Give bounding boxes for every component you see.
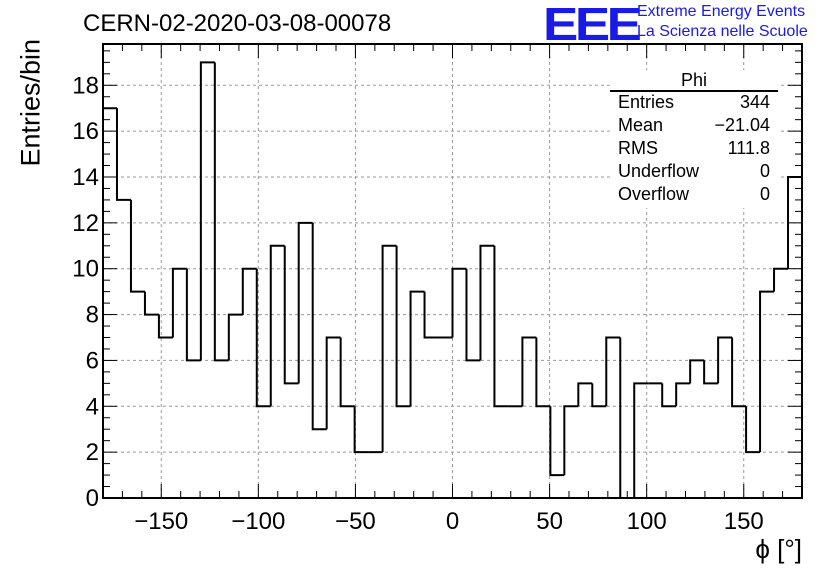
- stats-row-rms: RMS 111.8: [618, 138, 770, 160]
- y-tick-label: 10: [72, 256, 99, 283]
- eee-logo: EEE: [543, 0, 642, 50]
- stats-row-overflow: Overflow 0: [618, 184, 770, 206]
- histogram-bin: [563, 405, 579, 476]
- stats-value: 0: [759, 161, 770, 181]
- histogram-bin: [465, 268, 481, 362]
- histogram-bin: [591, 383, 607, 408]
- stats-row-entries: Entries 344: [618, 92, 770, 114]
- histogram-bin: [577, 382, 593, 407]
- logo-line-2: La Scienza nelle Scuole: [637, 23, 808, 40]
- histogram-bin: [255, 268, 271, 408]
- x-tick-label: −150: [134, 508, 188, 535]
- stats-value: 111.8: [727, 138, 770, 158]
- histogram-bin: [269, 244, 285, 407]
- histogram-bin: [311, 222, 327, 431]
- y-tick-label: 4: [86, 393, 99, 420]
- histogram-bin: [143, 291, 159, 316]
- x-tick-label: −50: [335, 508, 376, 535]
- plot-frame: [102, 43, 803, 499]
- stats-box: Phi Entries 344 Mean −21.04 RMS 111.8 Un…: [610, 70, 778, 208]
- stats-divider: [610, 90, 778, 92]
- histogram-bin: [213, 62, 229, 362]
- histogram-bin: [241, 267, 257, 315]
- histogram-bin: [115, 108, 131, 201]
- y-tick-label: 0: [86, 485, 99, 512]
- stats-key: RMS: [618, 138, 658, 158]
- logo-line-1: Extreme Energy Events: [637, 3, 806, 20]
- x-tick-label: 150: [724, 508, 764, 535]
- histogram-bin: [745, 406, 761, 454]
- histogram-bin: [339, 337, 355, 408]
- histogram-bin: [773, 267, 789, 292]
- histogram-bin: [129, 199, 145, 293]
- histogram-bin: [479, 244, 495, 361]
- stats-row-underflow: Underflow 0: [618, 161, 770, 183]
- stats-key: Mean: [618, 115, 664, 135]
- histogram-bin: [185, 268, 201, 362]
- y-tick-label: 14: [72, 164, 99, 191]
- histogram-bin: [423, 291, 439, 339]
- histogram-bin: [157, 314, 173, 339]
- histogram-bin: [619, 337, 635, 499]
- histogram-bin: [283, 245, 299, 385]
- y-tick-label: 12: [72, 210, 99, 237]
- histogram-bin: [633, 382, 649, 498]
- stats-key: Overflow: [618, 184, 690, 204]
- stats-key: Underflow: [618, 161, 700, 181]
- x-tick-label: −100: [231, 508, 285, 535]
- histogram-bin: [675, 382, 691, 407]
- histogram-bin: [703, 360, 719, 385]
- histogram-bin: [689, 359, 705, 384]
- histogram-bin: [199, 61, 215, 361]
- x-tick-label: 0: [446, 508, 459, 535]
- histogram-bin: [297, 221, 313, 384]
- y-tick-label: 6: [86, 347, 99, 374]
- histogram-bin: [381, 244, 397, 453]
- chart-title: CERN-02-2020-03-08-00078: [83, 10, 392, 37]
- histogram-bin: [717, 336, 733, 384]
- y-tick-label: 16: [72, 118, 99, 145]
- stats-key: Entries: [618, 92, 675, 112]
- histogram-bin: [409, 290, 425, 407]
- histogram-bin: [535, 337, 551, 408]
- histogram-bin: [227, 313, 243, 361]
- histogram-bin: [353, 406, 369, 454]
- x-axis-label: ϕ [°]: [755, 534, 802, 564]
- histogram-bin: [171, 267, 187, 338]
- stats-value: 344: [739, 92, 770, 112]
- histogram-bin: [521, 336, 537, 407]
- histogram-bin: [605, 336, 621, 407]
- histogram-bin: [325, 336, 341, 430]
- stats-title: Phi: [680, 70, 707, 90]
- histogram-bin: [395, 245, 411, 408]
- stats-value: 0: [759, 184, 770, 204]
- histogram-bin: [661, 383, 677, 408]
- stats-row-mean: Mean −21.04: [618, 115, 770, 137]
- x-tick-label: 100: [627, 508, 667, 535]
- tick-labels: −150 −100 −50 0 50 100 150 0 2 4 6 8 10 12 14 16 18: [72, 72, 763, 535]
- stats-value: −21.04: [714, 115, 770, 135]
- histogram-bin: [493, 245, 509, 408]
- x-tick-label: 50: [536, 508, 563, 535]
- y-tick-label: 18: [72, 72, 99, 99]
- y-tick-label: 2: [86, 439, 99, 466]
- y-tick-label: 8: [86, 302, 99, 329]
- histogram-bin: [451, 267, 467, 338]
- histogram-bin: [759, 290, 775, 453]
- histogram-bin: [549, 406, 565, 477]
- histogram-bin: [731, 337, 747, 408]
